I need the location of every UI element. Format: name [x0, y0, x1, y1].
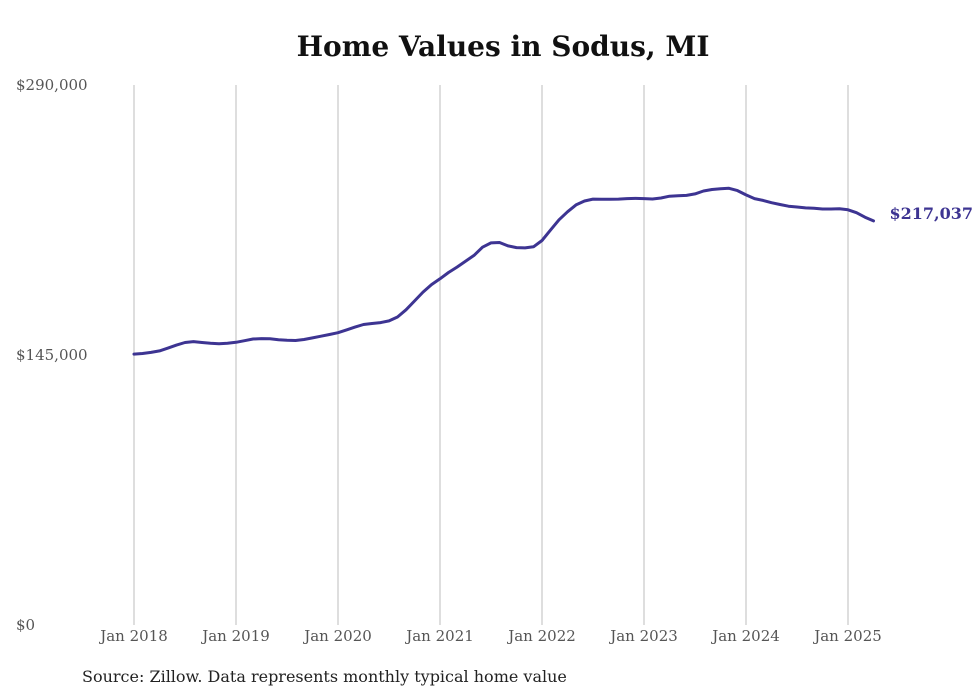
x-tick-label: Jan 2022	[506, 627, 576, 645]
end-value-label: $217,037	[890, 204, 974, 223]
x-tick-label: Jan 2024	[710, 627, 780, 645]
y-tick-label: $0	[16, 616, 35, 634]
source-note: Source: Zillow. Data represents monthly …	[82, 667, 567, 686]
y-tick-label: $145,000	[16, 346, 88, 364]
x-tick-label: Jan 2020	[302, 627, 372, 645]
x-tick-label: Jan 2021	[404, 627, 474, 645]
chart-title: Home Values in Sodus, MI	[296, 30, 710, 63]
x-tick-label: Jan 2018	[98, 627, 168, 645]
series-line	[132, 186, 875, 356]
gridlines	[133, 85, 849, 625]
y-tick-label: $290,000	[16, 76, 88, 94]
x-tick-label: Jan 2025	[812, 627, 882, 645]
x-tick-label: Jan 2019	[200, 627, 270, 645]
x-axis-ticks: Jan 2018 Jan 2019 Jan 2020 Jan 2021 Jan 2022…	[98, 627, 882, 645]
y-axis-ticks: $0 $145,000 $290,000	[16, 76, 88, 634]
x-tick-label: Jan 2023	[608, 627, 678, 645]
